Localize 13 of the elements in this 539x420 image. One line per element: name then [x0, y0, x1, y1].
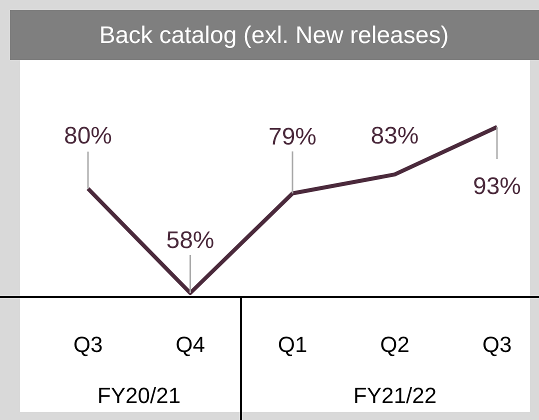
data-label: 83% — [370, 122, 419, 150]
x-tick-label: Q2 — [380, 332, 410, 357]
text: FY20/21 — [97, 383, 181, 408]
data-label: 58% — [166, 227, 214, 254]
x-tick-label: Q3 — [482, 332, 512, 357]
data-label: 79% — [268, 123, 317, 150]
x-tick-label: Q1 — [278, 332, 308, 357]
data-label: 80% — [64, 122, 112, 150]
data-label: 93% — [472, 173, 522, 200]
text: FY21/22 — [353, 383, 437, 408]
chart-title: Back catalog (exl. New releases) — [99, 22, 449, 49]
x-tick-label: Q3 — [73, 332, 103, 357]
x-tick-label: Q4 — [176, 332, 205, 357]
